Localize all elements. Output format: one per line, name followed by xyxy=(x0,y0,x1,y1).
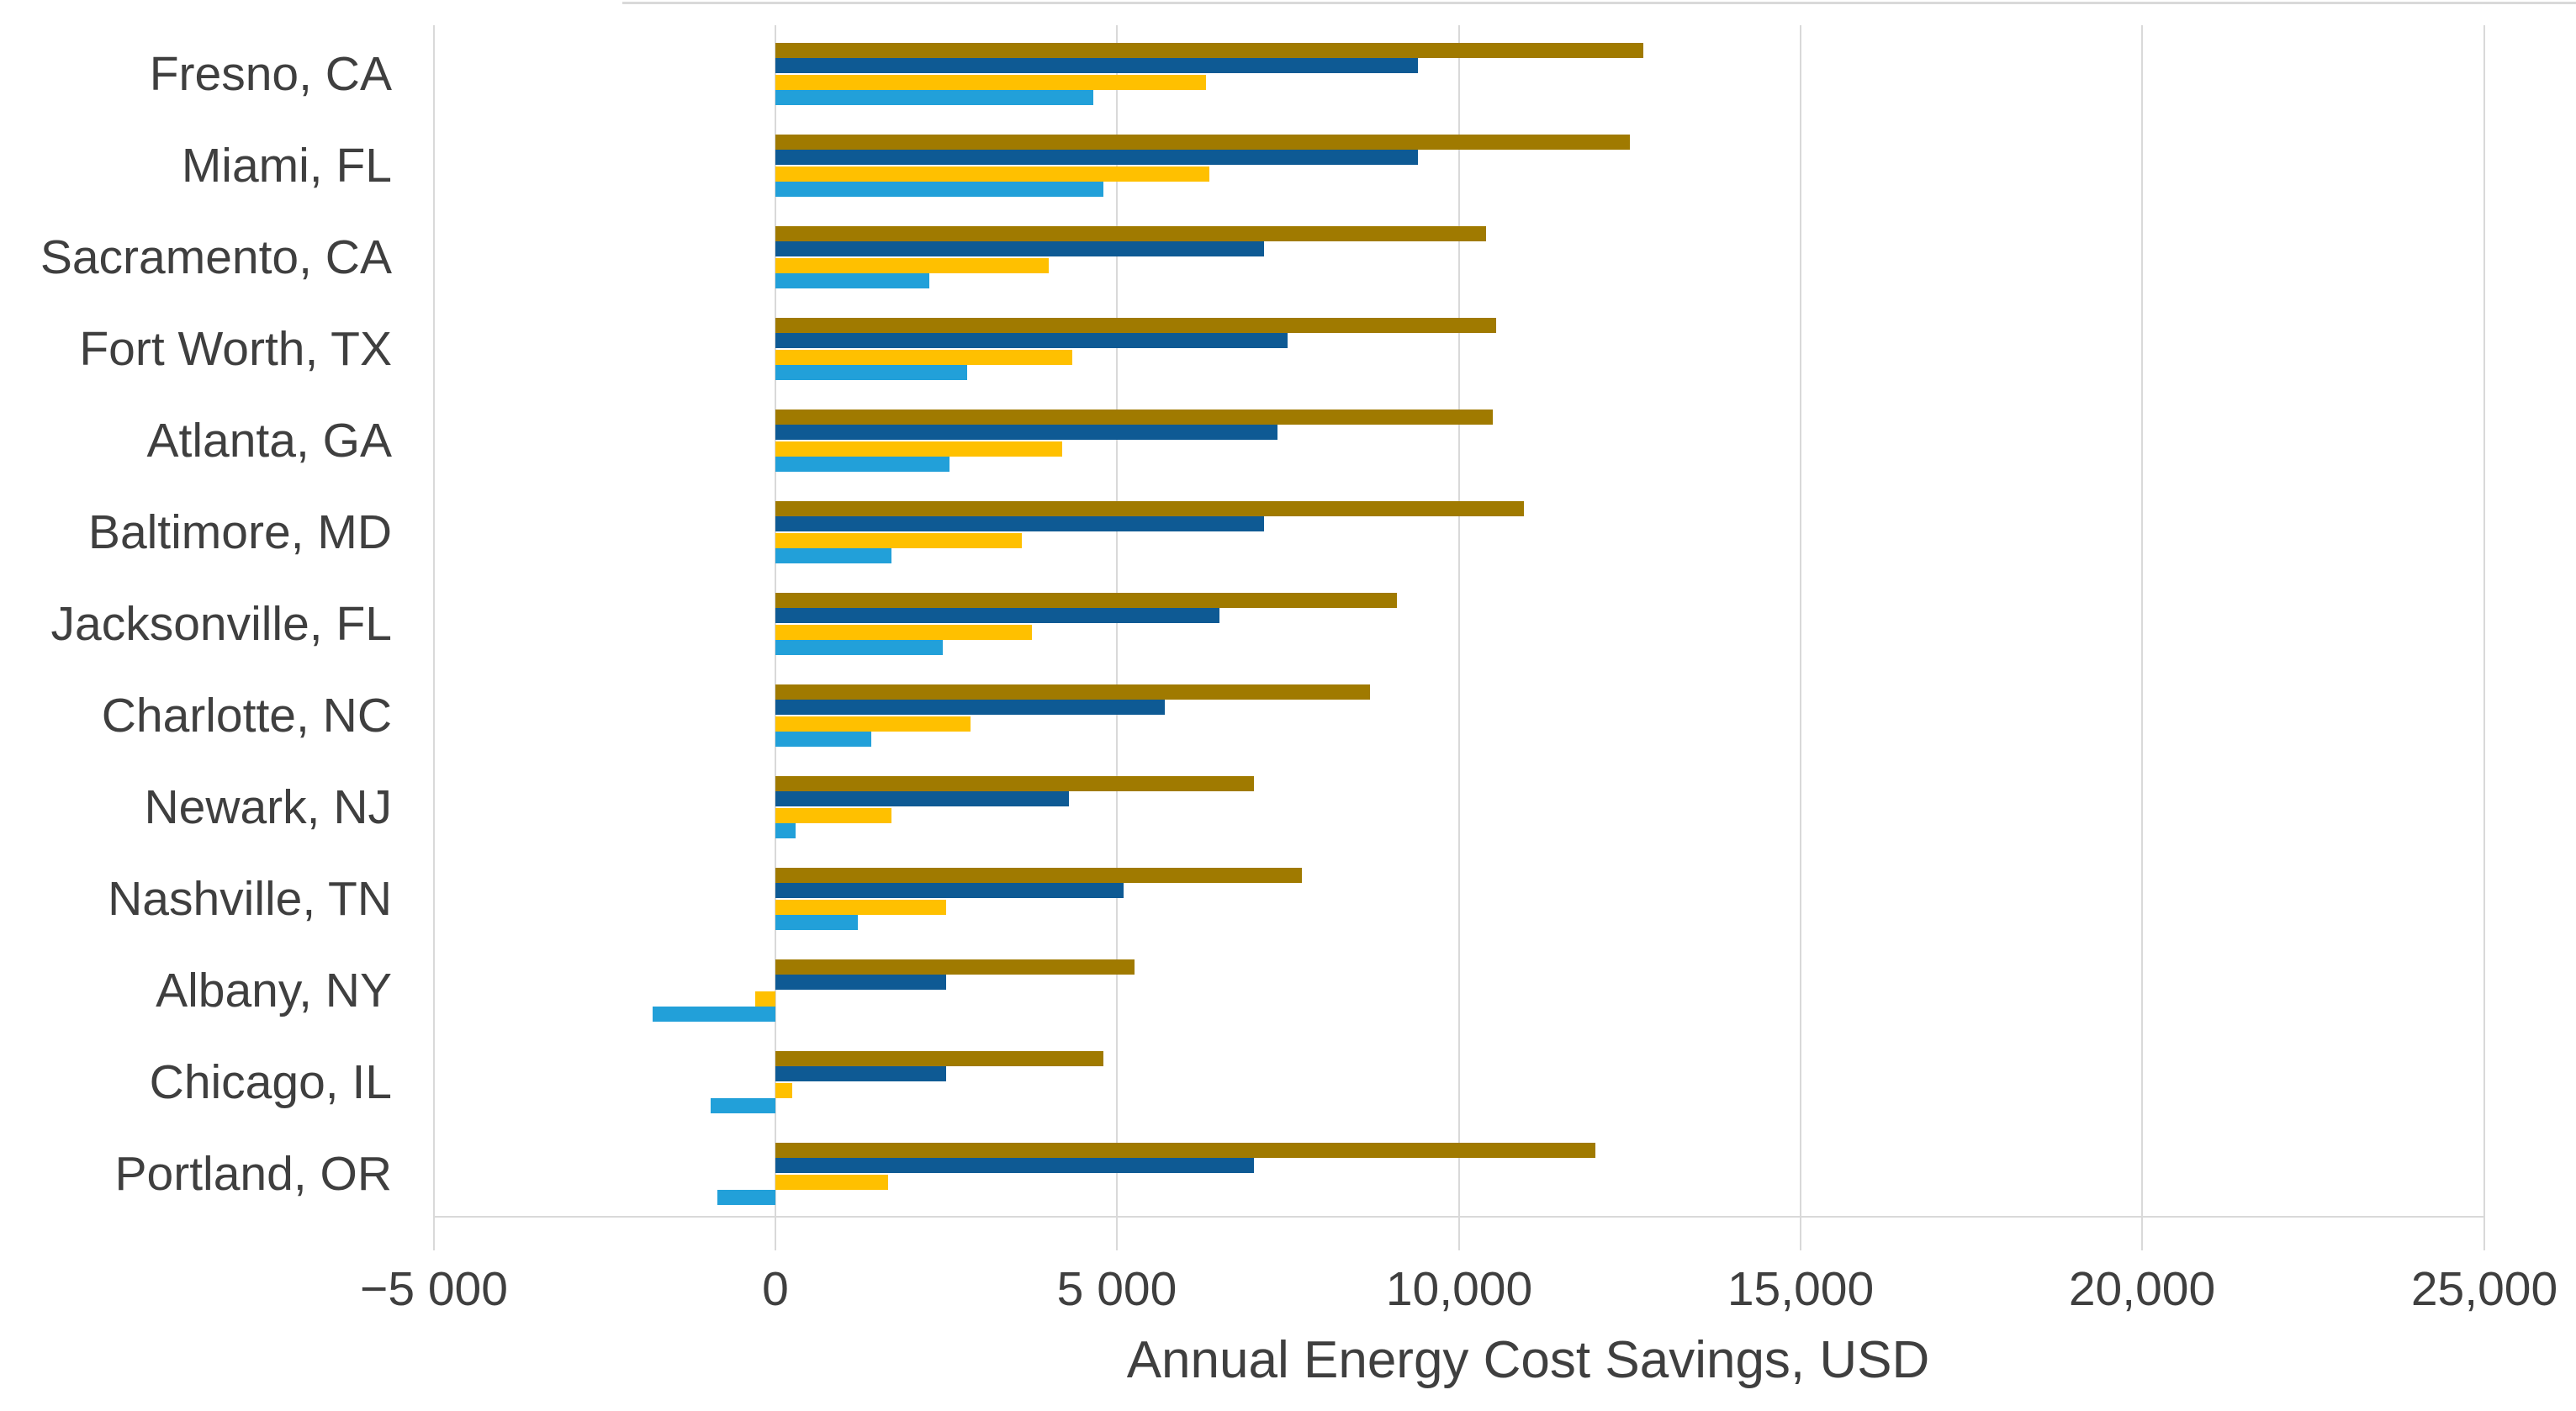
category-label: Baltimore, MD xyxy=(87,505,392,559)
tick-mark xyxy=(433,1217,435,1250)
bar-dark-blue xyxy=(775,883,1124,898)
x-tick-label: 15,000 xyxy=(1727,1262,1875,1316)
bar-light-blue xyxy=(775,548,891,563)
bar-light-blue xyxy=(711,1098,775,1113)
bar-gold xyxy=(775,350,1072,365)
bar-dark-blue xyxy=(775,1066,946,1081)
bar-dark-blue xyxy=(775,791,1069,806)
figure-top-border xyxy=(622,2,2576,4)
bar-gold xyxy=(775,533,1022,548)
bar-light-blue xyxy=(775,182,1103,197)
bar-gold xyxy=(775,716,971,732)
x-tick-label: 5 000 xyxy=(1056,1262,1177,1316)
category-label: Fresno, CA xyxy=(149,47,392,101)
bar-dark-gold xyxy=(775,593,1397,608)
tick-mark xyxy=(2141,1217,2143,1250)
bar-dark-gold xyxy=(775,318,1496,333)
bar-gold xyxy=(775,258,1049,273)
bar-dark-gold xyxy=(775,226,1486,241)
bar-dark-blue xyxy=(775,608,1219,623)
x-tick-label: −5 000 xyxy=(360,1262,508,1316)
bar-gold xyxy=(755,991,775,1007)
bar-dark-gold xyxy=(775,135,1630,150)
category-label: Nashville, TN xyxy=(108,872,392,926)
bar-gold xyxy=(775,1083,792,1098)
category-label: Albany, NY xyxy=(156,964,392,1017)
bar-dark-gold xyxy=(775,776,1254,791)
bar-dark-blue xyxy=(775,241,1264,256)
x-tick-label: 10,000 xyxy=(1385,1262,1533,1316)
gridline xyxy=(1800,25,1801,1217)
category-label: Chicago, IL xyxy=(149,1055,392,1109)
bar-dark-gold xyxy=(775,1143,1595,1158)
bar-gold xyxy=(775,75,1206,90)
x-tick-label: 25,000 xyxy=(2410,1262,2558,1316)
category-label: Atlanta, GA xyxy=(146,414,393,468)
bar-gold xyxy=(775,166,1209,182)
bar-light-blue xyxy=(775,915,858,930)
bar-light-blue xyxy=(775,640,943,655)
category-label: Portland, OR xyxy=(114,1147,392,1201)
bar-dark-gold xyxy=(775,43,1643,58)
category-label: Newark, NJ xyxy=(144,780,392,834)
category-label: Jacksonville, FL xyxy=(50,597,393,651)
bar-dark-gold xyxy=(775,410,1493,425)
category-label: Sacramento, CA xyxy=(40,230,392,284)
bar-gold xyxy=(775,900,946,915)
bar-dark-blue xyxy=(775,58,1418,73)
bar-dark-blue xyxy=(775,333,1288,348)
bar-gold xyxy=(775,441,1062,457)
bar-dark-gold xyxy=(775,1051,1103,1066)
gridline xyxy=(1458,25,1460,1217)
category-label: Miami, FL xyxy=(181,139,392,193)
x-axis-line xyxy=(434,1216,2484,1218)
bar-light-blue xyxy=(775,732,871,747)
bar-dark-blue xyxy=(775,425,1277,440)
bar-dark-gold xyxy=(775,868,1302,883)
tick-mark xyxy=(1458,1217,1460,1250)
bar-dark-gold xyxy=(775,501,1524,516)
bar-light-blue xyxy=(775,273,929,288)
category-label: Charlotte, NC xyxy=(101,689,392,742)
bar-light-blue xyxy=(775,365,967,380)
x-tick-label: 20,000 xyxy=(2068,1262,2216,1316)
bar-dark-blue xyxy=(775,700,1165,715)
bar-dark-blue xyxy=(775,975,946,990)
bar-light-blue xyxy=(653,1007,775,1022)
bar-dark-blue xyxy=(775,516,1264,531)
bar-light-blue xyxy=(775,90,1093,105)
tick-mark xyxy=(775,1217,776,1250)
tick-mark xyxy=(1800,1217,1801,1250)
bar-light-blue xyxy=(775,457,949,472)
gridline xyxy=(2483,25,2485,1217)
bar-dark-gold xyxy=(775,959,1135,975)
bar-light-blue xyxy=(775,823,796,838)
tick-mark xyxy=(1116,1217,1118,1250)
bar-dark-gold xyxy=(775,684,1370,700)
bar-dark-blue xyxy=(775,1158,1254,1173)
x-axis-title: Annual Energy Cost Savings, USD xyxy=(1126,1331,1930,1389)
gridline xyxy=(2141,25,2143,1217)
bar-gold xyxy=(775,625,1032,640)
gridline xyxy=(433,25,435,1217)
x-tick-label: 0 xyxy=(762,1262,789,1316)
category-label: Fort Worth, TX xyxy=(79,322,392,376)
bar-dark-blue xyxy=(775,150,1418,165)
bar-gold xyxy=(775,1175,888,1190)
bar-light-blue xyxy=(717,1190,775,1205)
bar-gold xyxy=(775,808,891,823)
tick-mark xyxy=(2483,1217,2485,1250)
